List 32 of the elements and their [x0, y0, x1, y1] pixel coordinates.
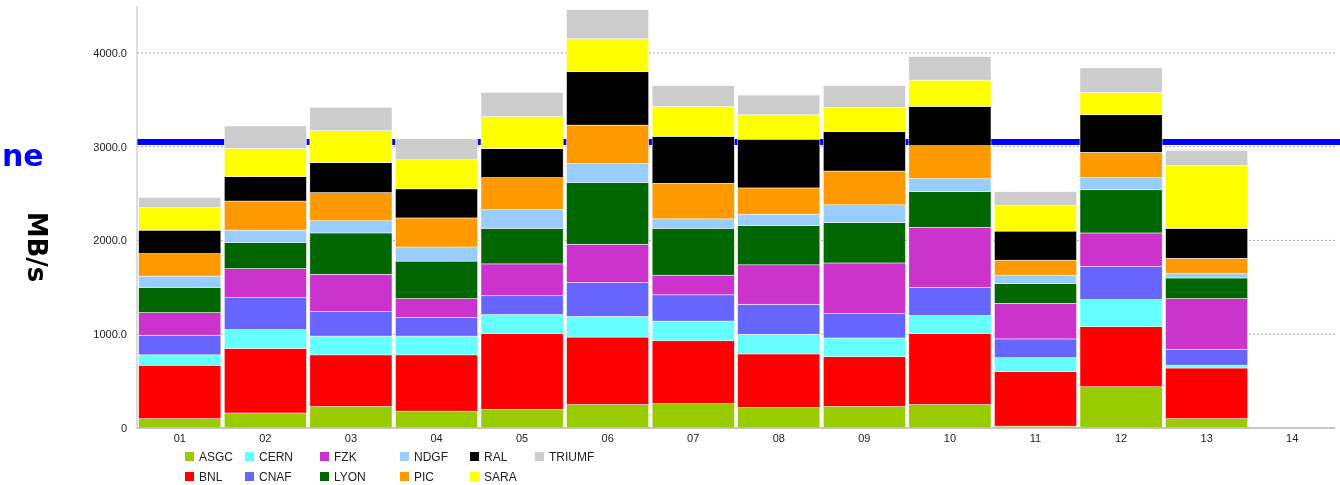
x-tick-label: 10: [943, 432, 957, 444]
y-axis-title: MB/s: [22, 211, 52, 283]
x-tick-label: 09: [858, 432, 871, 444]
legend-label: SARA: [484, 470, 517, 485]
y-tick-label: 2000.0: [93, 234, 127, 247]
legend-label: LYON: [334, 470, 366, 485]
y-tick-label: 4000.0: [93, 46, 127, 59]
x-tick-label: 05: [515, 432, 529, 444]
x-tick-label: 03: [344, 432, 358, 444]
legend-label: NDGF: [414, 450, 448, 465]
x-tick-label: 04: [430, 432, 443, 444]
legend-label: PIC: [414, 470, 435, 485]
legend-label: RAL: [484, 450, 508, 465]
x-tick-label: 02: [259, 432, 272, 444]
legend-label: TRIUMF: [549, 450, 595, 465]
x-tick-label: 12: [1114, 432, 1128, 444]
legend-label: CERN: [259, 450, 294, 465]
y-tick-label: 3000.0: [93, 140, 127, 153]
x-tick-label: 08: [772, 432, 785, 444]
x-tick-label: 01: [173, 432, 186, 444]
x-tick-label: 07: [687, 432, 700, 444]
x-tick-label: 14: [1286, 432, 1299, 444]
x-tick-label: 13: [1200, 432, 1213, 444]
x-tick-label: 06: [601, 432, 614, 444]
y-tick-label: 0: [120, 421, 127, 434]
legend-label: FZK: [334, 450, 357, 465]
legend-label: BNL: [199, 470, 223, 485]
ref-line-label: ne: [2, 137, 44, 173]
y-tick-label: 1000.0: [93, 328, 127, 341]
x-tick-label: 11: [1029, 432, 1042, 444]
legend-label: ASGC: [199, 450, 234, 465]
legend-label: CNAF: [259, 470, 292, 485]
